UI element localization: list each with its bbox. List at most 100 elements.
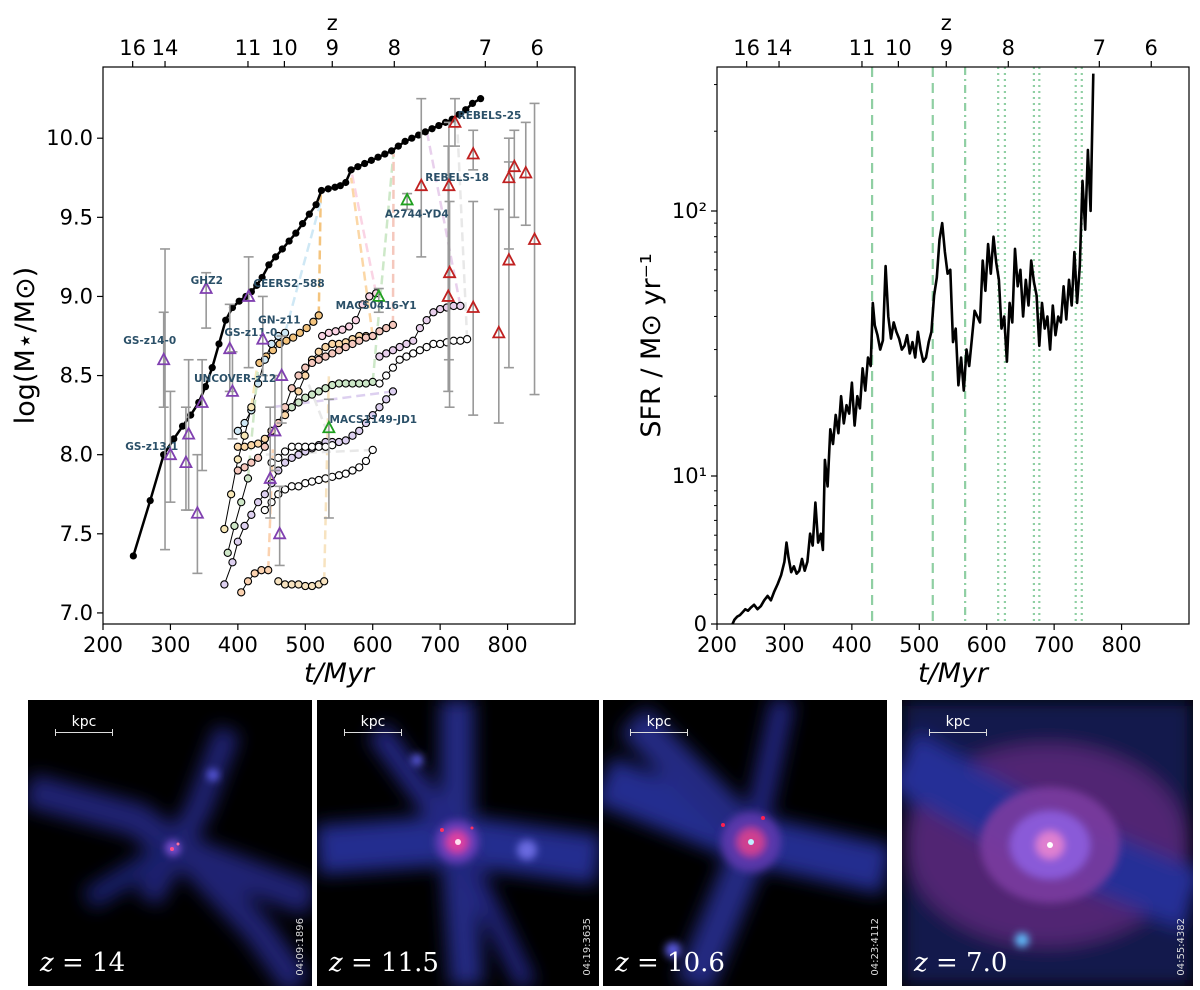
- progenitor-point: [382, 349, 391, 358]
- progenitor-point: [328, 380, 337, 390]
- progenitor-point: [240, 418, 249, 428]
- progenitor-point: [321, 474, 330, 483]
- x-tick-label: 700: [420, 633, 460, 657]
- progenitor-point: [287, 453, 296, 462]
- progenitor-point: [260, 505, 269, 515]
- z-tick-label: 8: [388, 36, 401, 60]
- progenitor-point: [382, 395, 391, 404]
- progenitor-merge-line: [304, 375, 334, 446]
- progenitor-merge-line: [283, 201, 323, 334]
- main-branch-point: [361, 159, 369, 168]
- obs-label: GHZ2: [191, 275, 223, 287]
- progenitor-point: [264, 566, 273, 575]
- progenitor-point: [294, 387, 303, 396]
- x-tick-label: 200: [697, 633, 737, 657]
- progenitor-point: [409, 349, 418, 358]
- progenitor-point: [314, 475, 323, 485]
- progenitor-point: [280, 485, 290, 494]
- progenitor-point: [267, 498, 276, 507]
- scale-bar: kpc: [630, 714, 688, 736]
- progenitor-point: [280, 447, 290, 456]
- progenitor-point: [287, 403, 296, 412]
- progenitor-point: [361, 418, 371, 428]
- obs-triangle: [491, 324, 506, 339]
- z-tick-label: 9: [326, 36, 339, 60]
- z-tick-label: 7: [479, 36, 492, 60]
- obs-label: REBELS-18: [425, 172, 489, 184]
- progenitor-point: [435, 304, 445, 314]
- progenitor-point: [240, 442, 249, 451]
- obs-triangle: [190, 505, 205, 519]
- z-tick-label: 11: [235, 36, 262, 60]
- progenitor-point: [220, 524, 229, 534]
- progenitor-point: [334, 346, 344, 355]
- progenitor-point: [307, 477, 317, 486]
- progenitor-point: [257, 566, 266, 575]
- progenitor-point: [402, 352, 411, 361]
- progenitor-point: [240, 431, 249, 440]
- progenitor-point: [301, 363, 310, 372]
- progenitor-point: [320, 577, 329, 586]
- y-tick-label: 9.5: [60, 205, 93, 229]
- z-tick-label: 10: [271, 36, 298, 60]
- main-branch-point: [462, 106, 470, 114]
- obs-triangle: [441, 177, 456, 192]
- scale-bar: kpc: [344, 714, 402, 736]
- progenitor-point: [226, 490, 236, 499]
- progenitor-point: [237, 498, 246, 507]
- main-branch-point: [317, 186, 326, 195]
- sim-image: [28, 725, 312, 986]
- progenitor-point: [247, 510, 256, 519]
- main-branch-point: [347, 166, 355, 174]
- progenitor-merge-line: [349, 169, 378, 294]
- obs-label: CEERS2-588: [253, 278, 324, 290]
- progenitor-point: [247, 458, 256, 467]
- progenitor-point: [321, 352, 330, 361]
- main-branch-point: [258, 273, 266, 282]
- main-branch-point: [253, 281, 261, 289]
- progenitor-point: [237, 588, 246, 597]
- progenitor-point: [317, 331, 327, 341]
- progenitor-point: [415, 323, 425, 333]
- scale-bar: kpc: [929, 714, 987, 736]
- y-tick-label: 7.0: [60, 601, 93, 625]
- progenitor-point: [338, 325, 347, 334]
- obs-label: MACS1149-JD1: [330, 414, 418, 426]
- main-branch-point: [401, 137, 409, 145]
- x-tick-label: 800: [488, 633, 528, 657]
- progenitor-point: [361, 456, 371, 466]
- plot-frame: [102, 66, 576, 625]
- scale-label: kpc: [646, 714, 672, 730]
- sim-panel-z11-5: kpc z = 11.5 04:19:3635: [317, 700, 599, 986]
- main-branch-point: [331, 183, 339, 191]
- main-branch-point: [215, 340, 223, 348]
- main-branch-point: [381, 150, 389, 158]
- z-tick-label: 8: [1002, 36, 1015, 60]
- y-tick-label: 10¹: [672, 464, 707, 488]
- progenitor-point: [294, 442, 303, 451]
- main-branch-point: [324, 185, 332, 193]
- progenitor-point: [307, 581, 317, 591]
- obs-label: A2744-YD4: [385, 208, 449, 220]
- progenitor-point: [307, 390, 317, 399]
- progenitor-point: [307, 442, 317, 451]
- main-branch-point: [201, 383, 210, 391]
- progenitor-point: [388, 363, 398, 372]
- progenitor-point: [328, 441, 337, 450]
- progenitor-point: [328, 339, 337, 349]
- main-branch-point: [455, 110, 463, 119]
- progenitor-point: [280, 580, 290, 589]
- progenitor-point: [409, 336, 418, 345]
- progenitor-point: [301, 371, 310, 380]
- x-axis-label: t/Myr: [304, 658, 376, 689]
- progenitor-point: [375, 352, 384, 361]
- progenitor-point: [395, 355, 404, 364]
- main-branch-point: [298, 220, 307, 228]
- progenitor-point: [321, 442, 330, 451]
- progenitor-point: [223, 548, 232, 557]
- progenitor-point: [388, 387, 398, 396]
- progenitor-point: [449, 301, 458, 311]
- obs-triangle: [178, 454, 193, 468]
- progenitor-point: [309, 317, 318, 326]
- obs-triangle: [241, 288, 256, 302]
